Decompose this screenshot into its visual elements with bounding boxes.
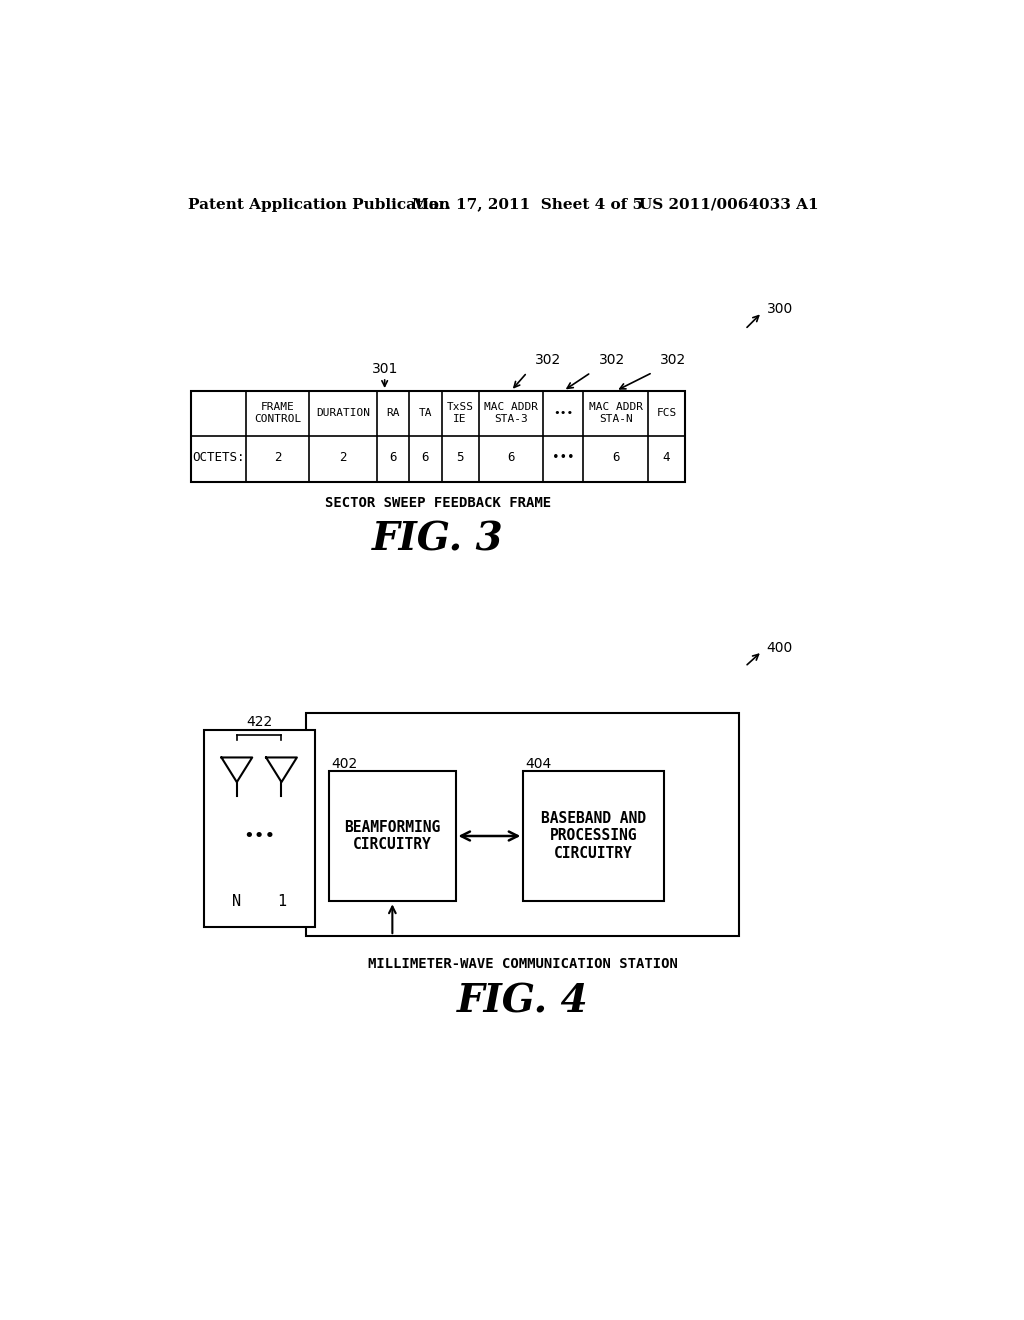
Text: 6: 6 [507,451,515,465]
Text: 6: 6 [389,451,397,465]
Text: TA: TA [419,408,432,418]
Bar [306,713,739,936]
Text: 404: 404 [525,758,552,771]
Text: US 2011/0064033 A1: US 2011/0064033 A1 [639,198,818,211]
Bar [523,771,665,902]
Text: •••: ••• [243,828,275,845]
Text: BEAMFORMING
CIRCUITRY: BEAMFORMING CIRCUITRY [344,820,440,853]
Bar [190,391,685,482]
Text: DURATION: DURATION [316,408,370,418]
Text: 2: 2 [273,451,282,465]
Text: 302: 302 [535,354,561,367]
Text: OCTETS:: OCTETS: [193,451,245,465]
Text: •••: ••• [552,451,574,465]
Text: 424: 424 [207,739,233,754]
Text: TxSS
IE: TxSS IE [446,403,474,424]
Bar [330,771,456,902]
Text: 422: 422 [246,715,272,729]
Text: Mar. 17, 2011  Sheet 4 of 5: Mar. 17, 2011 Sheet 4 of 5 [412,198,643,211]
Text: 302: 302 [599,354,625,367]
Text: MAC ADDR
STA-N: MAC ADDR STA-N [589,403,643,424]
Text: N: N [232,894,242,909]
Bar [204,730,315,927]
Text: FIG. 4: FIG. 4 [457,982,589,1020]
Text: 6: 6 [612,451,620,465]
Text: 302: 302 [660,354,686,367]
Text: 301: 301 [372,362,398,376]
Text: 402: 402 [332,758,357,771]
Text: FRAME
CONTROL: FRAME CONTROL [254,403,301,424]
Text: MAC ADDR
STA-3: MAC ADDR STA-3 [484,403,538,424]
Text: SECTOR SWEEP FEEDBACK FRAME: SECTOR SWEEP FEEDBACK FRAME [325,496,551,511]
Text: •••: ••• [553,408,573,418]
Text: 1: 1 [276,894,286,909]
Text: FCS: FCS [656,408,677,418]
Text: 6: 6 [422,451,429,465]
Text: FIG. 3: FIG. 3 [372,520,504,558]
Text: 424: 424 [248,739,273,754]
Text: 5: 5 [457,451,464,465]
Text: MILLIMETER-WAVE COMMUNICATION STATION: MILLIMETER-WAVE COMMUNICATION STATION [368,957,678,970]
Text: RA: RA [386,408,400,418]
Text: BASEBAND AND
PROCESSING
CIRCUITRY: BASEBAND AND PROCESSING CIRCUITRY [542,810,646,861]
Text: 300: 300 [767,302,793,317]
Text: 4: 4 [663,451,671,465]
Text: 2: 2 [339,451,347,465]
Text: Patent Application Publication: Patent Application Publication [188,198,451,211]
Text: 400: 400 [767,642,793,655]
